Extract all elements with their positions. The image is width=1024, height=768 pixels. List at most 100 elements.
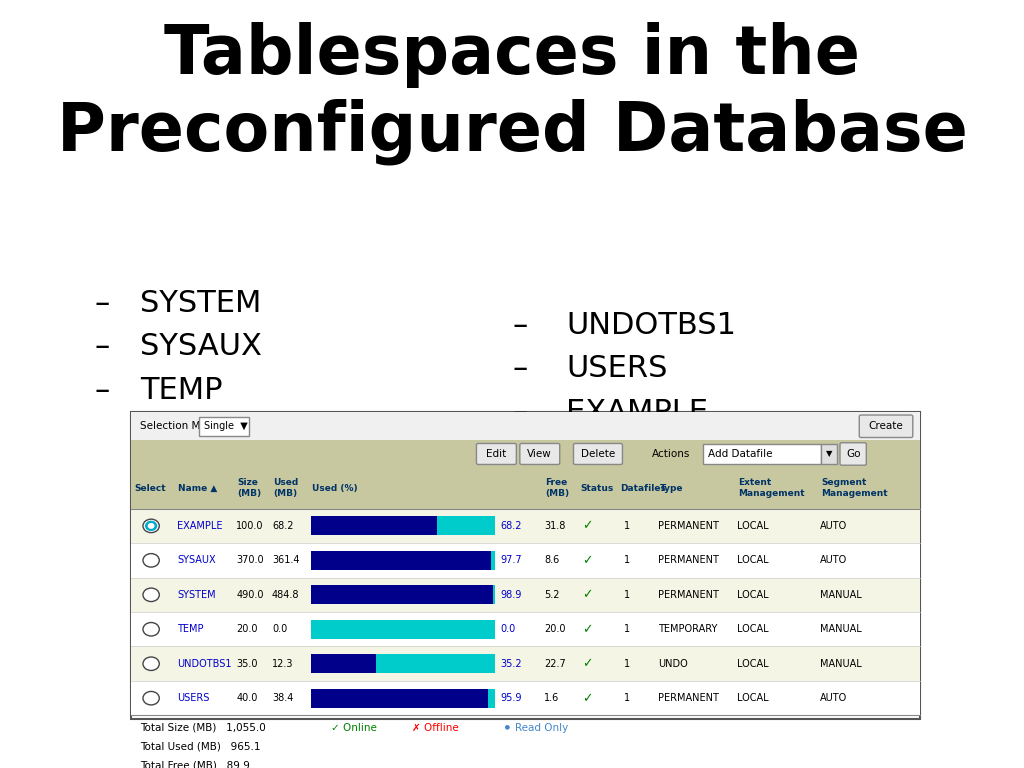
Text: 20.0: 20.0 — [544, 624, 565, 634]
Text: SYSAUX: SYSAUX — [177, 555, 216, 565]
Text: 100.0: 100.0 — [237, 521, 264, 531]
Text: 98.9: 98.9 — [501, 590, 522, 600]
Text: 35.0: 35.0 — [237, 659, 258, 669]
Text: 1: 1 — [625, 624, 630, 634]
Text: ✓: ✓ — [583, 623, 593, 636]
Text: ✗ Offline: ✗ Offline — [413, 723, 459, 733]
Text: 1: 1 — [625, 659, 630, 669]
FancyBboxPatch shape — [311, 516, 437, 535]
Text: LOCAL: LOCAL — [737, 555, 769, 565]
Text: 0.0: 0.0 — [501, 624, 516, 634]
FancyBboxPatch shape — [476, 443, 516, 465]
Text: Type: Type — [659, 484, 683, 492]
FancyBboxPatch shape — [520, 443, 560, 465]
Text: Selection Mode: Selection Mode — [140, 422, 220, 432]
Text: USERS: USERS — [566, 354, 668, 383]
Text: View: View — [527, 449, 552, 459]
Text: Datafiles: Datafiles — [620, 484, 666, 492]
Text: 1: 1 — [625, 694, 630, 703]
FancyBboxPatch shape — [131, 412, 920, 719]
Text: 370.0: 370.0 — [237, 555, 264, 565]
Text: Edit: Edit — [486, 449, 507, 459]
FancyBboxPatch shape — [131, 681, 920, 716]
Circle shape — [143, 519, 160, 533]
Text: 31.8: 31.8 — [544, 521, 565, 531]
Text: AUTO: AUTO — [820, 555, 848, 565]
Text: ✓: ✓ — [583, 554, 593, 567]
Text: Name ▲: Name ▲ — [178, 484, 217, 492]
Text: Total Size (MB)   1,055.0: Total Size (MB) 1,055.0 — [140, 723, 266, 733]
Text: LOCAL: LOCAL — [737, 694, 769, 703]
Text: PERMANENT: PERMANENT — [658, 521, 719, 531]
Text: LOCAL: LOCAL — [737, 521, 769, 531]
Text: Actions: Actions — [652, 449, 690, 459]
FancyBboxPatch shape — [311, 585, 494, 604]
Text: LOCAL: LOCAL — [737, 590, 769, 600]
Text: –: – — [512, 354, 527, 383]
Text: 8.6: 8.6 — [544, 555, 559, 565]
Text: 20.0: 20.0 — [237, 624, 258, 634]
Text: –: – — [95, 333, 111, 362]
Text: LOCAL: LOCAL — [737, 659, 769, 669]
Text: 1: 1 — [625, 555, 630, 565]
FancyBboxPatch shape — [131, 508, 920, 543]
Text: 484.8: 484.8 — [272, 590, 299, 600]
Text: Free
(MB): Free (MB) — [545, 478, 569, 498]
Text: ✓: ✓ — [583, 588, 593, 601]
Circle shape — [143, 623, 160, 636]
Text: ▼: ▼ — [826, 449, 833, 458]
Text: ✓: ✓ — [583, 657, 593, 670]
Text: Add Datafile: Add Datafile — [708, 449, 772, 459]
Text: SYSAUX: SYSAUX — [140, 333, 262, 362]
Text: Create: Create — [868, 422, 903, 432]
FancyBboxPatch shape — [131, 441, 920, 468]
Text: Extent
Management: Extent Management — [738, 478, 805, 498]
Circle shape — [143, 691, 160, 705]
Text: 35.2: 35.2 — [501, 659, 522, 669]
Text: Go: Go — [846, 449, 860, 459]
Text: 1.6: 1.6 — [544, 694, 559, 703]
Text: –: – — [95, 376, 111, 405]
FancyBboxPatch shape — [311, 620, 496, 639]
FancyBboxPatch shape — [703, 444, 821, 464]
Text: PERMANENT: PERMANENT — [658, 555, 719, 565]
Text: EXAMPLE: EXAMPLE — [177, 521, 223, 531]
FancyBboxPatch shape — [311, 689, 487, 707]
FancyBboxPatch shape — [131, 412, 920, 441]
Text: Select: Select — [135, 484, 167, 492]
Circle shape — [143, 588, 160, 601]
Text: 97.7: 97.7 — [501, 555, 522, 565]
Text: Used
(MB): Used (MB) — [272, 478, 298, 498]
FancyBboxPatch shape — [311, 654, 496, 674]
FancyBboxPatch shape — [311, 585, 496, 604]
FancyBboxPatch shape — [131, 578, 920, 612]
Text: UNDOTBS1: UNDOTBS1 — [177, 659, 231, 669]
Text: Total Used (MB)   965.1: Total Used (MB) 965.1 — [140, 742, 261, 752]
Circle shape — [145, 521, 157, 531]
Text: Size
(MB): Size (MB) — [238, 478, 261, 498]
Text: –: – — [512, 398, 527, 426]
Text: –: – — [512, 310, 527, 339]
Text: PERMANENT: PERMANENT — [658, 590, 719, 600]
Text: 1: 1 — [625, 521, 630, 531]
Text: 12.3: 12.3 — [272, 659, 294, 669]
FancyBboxPatch shape — [311, 551, 496, 570]
Text: USERS: USERS — [177, 694, 210, 703]
Text: 0.0: 0.0 — [272, 624, 287, 634]
Text: ⚫ Read Only: ⚫ Read Only — [503, 723, 568, 733]
Text: 490.0: 490.0 — [237, 590, 264, 600]
Text: 22.7: 22.7 — [544, 659, 566, 669]
FancyBboxPatch shape — [131, 543, 920, 578]
Text: PERMANENT: PERMANENT — [658, 694, 719, 703]
FancyBboxPatch shape — [821, 444, 838, 464]
FancyBboxPatch shape — [200, 416, 249, 436]
Text: 1: 1 — [625, 590, 630, 600]
FancyBboxPatch shape — [840, 442, 866, 465]
Text: Tablespaces in the
Preconfigured Database: Tablespaces in the Preconfigured Databas… — [56, 22, 968, 165]
Text: Single  ▼: Single ▼ — [204, 422, 248, 432]
Text: 95.9: 95.9 — [501, 694, 522, 703]
Text: TEMPORARY: TEMPORARY — [658, 624, 718, 634]
Text: Used (%): Used (%) — [312, 484, 358, 492]
Text: MANUAL: MANUAL — [820, 624, 862, 634]
FancyBboxPatch shape — [311, 551, 492, 570]
